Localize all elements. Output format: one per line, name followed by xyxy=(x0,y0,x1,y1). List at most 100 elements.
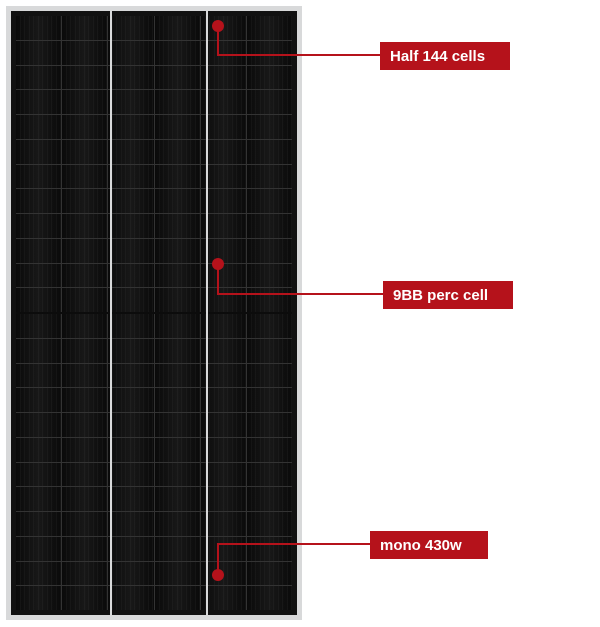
solar-panel xyxy=(6,6,302,620)
solar-cell xyxy=(155,288,200,312)
solar-cell xyxy=(16,16,61,40)
solar-cell xyxy=(155,189,200,213)
solar-cell xyxy=(247,16,292,40)
solar-cell xyxy=(247,140,292,164)
solar-cell xyxy=(155,239,200,263)
solar-cell xyxy=(16,586,61,610)
solar-cell xyxy=(108,388,153,412)
solar-cell xyxy=(155,41,200,65)
solar-cell xyxy=(108,438,153,462)
solar-cell xyxy=(62,66,107,90)
solar-cell xyxy=(16,339,61,363)
solar-cell xyxy=(155,140,200,164)
solar-cell xyxy=(155,264,200,288)
solar-cell xyxy=(247,487,292,511)
solar-cell xyxy=(16,264,61,288)
solar-cell xyxy=(108,314,153,338)
solar-cell xyxy=(62,463,107,487)
solar-cell xyxy=(16,239,61,263)
solar-cell xyxy=(16,165,61,189)
solar-cell xyxy=(247,388,292,412)
solar-cell xyxy=(62,314,107,338)
solar-cell xyxy=(155,487,200,511)
solar-cell xyxy=(108,214,153,238)
solar-cell xyxy=(108,364,153,388)
solar-cell xyxy=(247,413,292,437)
solar-cell xyxy=(108,463,153,487)
solar-cell xyxy=(108,66,153,90)
solar-cell xyxy=(155,314,200,338)
solar-cell xyxy=(108,115,153,139)
solar-cell xyxy=(16,413,61,437)
solar-cell xyxy=(62,115,107,139)
callout-label-bb-perc: 9BB perc cell xyxy=(383,281,513,309)
solar-cell xyxy=(155,115,200,139)
solar-cell xyxy=(62,364,107,388)
solar-cell xyxy=(155,438,200,462)
solar-cell xyxy=(247,339,292,363)
solar-cell xyxy=(247,264,292,288)
solar-cell xyxy=(155,90,200,114)
solar-cell xyxy=(62,264,107,288)
solar-cell xyxy=(16,364,61,388)
solar-cell xyxy=(62,189,107,213)
solar-cell xyxy=(247,90,292,114)
solar-cell xyxy=(108,189,153,213)
solar-cell xyxy=(16,214,61,238)
solar-cell xyxy=(16,438,61,462)
solar-cell xyxy=(62,165,107,189)
solar-cell xyxy=(62,339,107,363)
solar-cell xyxy=(108,512,153,536)
callout-label-half-cells: Half 144 cells xyxy=(380,42,510,70)
solar-cell xyxy=(16,562,61,586)
solar-cell xyxy=(62,288,107,312)
solar-cell xyxy=(16,140,61,164)
solar-cell xyxy=(62,512,107,536)
solar-cell xyxy=(108,90,153,114)
solar-cell xyxy=(155,339,200,363)
solar-cell xyxy=(155,214,200,238)
solar-cell xyxy=(247,463,292,487)
solar-cell xyxy=(247,214,292,238)
solar-cell xyxy=(247,239,292,263)
solar-cell xyxy=(247,66,292,90)
solar-cell xyxy=(247,438,292,462)
solar-cell xyxy=(155,537,200,561)
solar-cell xyxy=(247,288,292,312)
solar-cell xyxy=(247,364,292,388)
solar-cell xyxy=(108,165,153,189)
solar-cell xyxy=(108,16,153,40)
solar-cell xyxy=(62,438,107,462)
solar-cell xyxy=(247,165,292,189)
solar-cell xyxy=(62,388,107,412)
solar-cell xyxy=(16,90,61,114)
solar-cell xyxy=(62,214,107,238)
solar-cell xyxy=(155,586,200,610)
panel-frame-divider xyxy=(206,11,208,615)
solar-cell xyxy=(108,140,153,164)
panel-lower-half xyxy=(16,314,292,610)
solar-cell xyxy=(247,115,292,139)
solar-cell xyxy=(155,364,200,388)
solar-cell xyxy=(108,537,153,561)
solar-cell xyxy=(62,537,107,561)
solar-cell xyxy=(247,562,292,586)
solar-cell xyxy=(247,314,292,338)
solar-cell xyxy=(108,264,153,288)
solar-cell xyxy=(155,463,200,487)
solar-cell xyxy=(16,388,61,412)
solar-cell xyxy=(62,41,107,65)
solar-cell xyxy=(62,90,107,114)
solar-cell xyxy=(62,413,107,437)
solar-cell xyxy=(16,66,61,90)
solar-cell xyxy=(247,512,292,536)
solar-cell xyxy=(108,339,153,363)
solar-cell xyxy=(62,16,107,40)
solar-cell xyxy=(108,562,153,586)
solar-cell xyxy=(62,487,107,511)
solar-cell xyxy=(155,16,200,40)
solar-cell xyxy=(155,413,200,437)
solar-cell xyxy=(16,463,61,487)
solar-cell xyxy=(247,41,292,65)
solar-cell xyxy=(247,189,292,213)
